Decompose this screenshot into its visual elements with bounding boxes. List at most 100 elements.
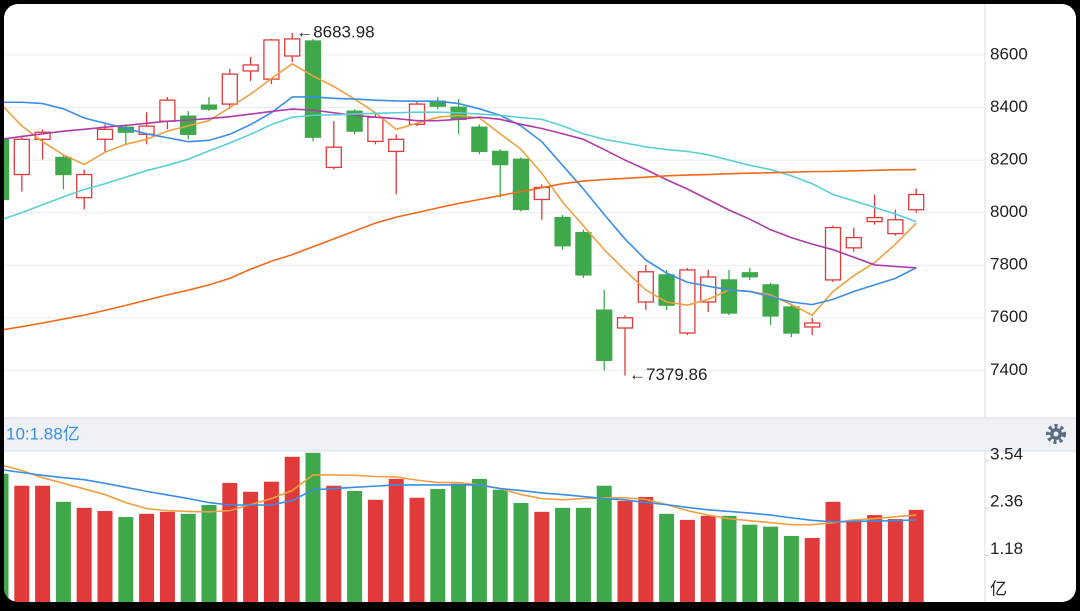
y-tick-label: 7800	[990, 255, 1028, 274]
volume-bar	[804, 537, 820, 602]
candle-body	[367, 116, 384, 143]
volume-bar	[97, 511, 113, 602]
candle-body	[783, 306, 800, 334]
volume-bar	[222, 482, 238, 602]
candle-body	[388, 138, 405, 153]
volume-bar	[35, 485, 51, 602]
candle-body	[804, 322, 821, 328]
candle-body	[159, 99, 176, 122]
volume-bar	[575, 507, 591, 602]
volume-bar	[763, 526, 779, 602]
candle-body	[76, 173, 93, 199]
volume-bar	[180, 513, 196, 602]
candle-body	[263, 39, 280, 80]
volume-bar	[617, 500, 633, 602]
candle-body	[13, 138, 30, 176]
candle-body	[575, 231, 592, 276]
y-tick-label: 8400	[990, 97, 1028, 116]
volume-bar	[388, 478, 404, 602]
candle-body	[637, 271, 654, 303]
volume-header: 10:1.88亿	[6, 424, 80, 443]
volume-bar	[263, 481, 279, 602]
settings-button[interactable]	[1046, 424, 1066, 444]
y-tick-label: 8200	[990, 150, 1028, 169]
candle-body	[492, 150, 509, 166]
moving-average-line	[4, 464, 917, 526]
moving-average-line	[4, 111, 917, 223]
y-tick-label: 7600	[990, 307, 1028, 326]
candle-body	[762, 284, 779, 317]
volume-bar	[451, 483, 467, 602]
candle-body	[845, 236, 862, 249]
candle-body	[200, 104, 218, 110]
volume-bar	[430, 488, 446, 602]
volume-bar	[159, 511, 175, 602]
volume-bar	[14, 485, 30, 602]
volume-bar	[908, 509, 924, 602]
candle-body	[866, 216, 883, 223]
y-tick-label: 8600	[990, 44, 1028, 63]
volume-bar	[867, 515, 883, 602]
candle-body	[55, 156, 72, 176]
volume-bar	[284, 456, 300, 602]
candle-body	[284, 38, 301, 57]
volume-bar	[534, 511, 550, 602]
moving-average-line	[4, 468, 917, 523]
volume-bar	[846, 519, 862, 602]
volume-header-bar	[4, 418, 1076, 451]
volume-bar	[700, 515, 716, 602]
candle-body	[824, 226, 842, 281]
y-tick-label: 1.18	[990, 539, 1023, 558]
volume-bar	[721, 515, 737, 602]
y-tick-label: 3.54	[990, 444, 1023, 463]
gear-teeth[interactable]	[1046, 424, 1066, 444]
volume-bar	[201, 505, 217, 602]
volume-bar	[638, 496, 654, 602]
volume-bar	[825, 501, 841, 602]
candle-body	[325, 146, 342, 169]
candle-body	[908, 193, 925, 211]
volume-bar	[118, 517, 134, 602]
volume-bar	[679, 519, 695, 602]
volume-bar	[596, 485, 612, 602]
candle-body	[658, 274, 675, 306]
candle-body	[221, 73, 238, 105]
candle-body	[887, 219, 904, 235]
volume-bar	[471, 478, 487, 602]
candle-body	[408, 103, 426, 125]
volume-bar	[326, 485, 342, 602]
volume-bar	[659, 513, 675, 602]
candle-body	[4, 138, 10, 201]
candle-body	[720, 279, 738, 314]
moving-average-line	[4, 96, 917, 306]
volume-bar	[742, 524, 758, 602]
candle-body	[596, 309, 613, 361]
volume-bar	[55, 501, 71, 602]
volume-bar	[513, 503, 529, 602]
volume-bar	[367, 499, 383, 602]
volume-bar	[492, 489, 508, 602]
candle-body	[242, 64, 259, 72]
candle-body	[616, 317, 634, 329]
volume-bar	[139, 513, 155, 602]
gear-hole[interactable]	[1053, 431, 1059, 437]
candle-body	[700, 276, 717, 303]
candle-body	[554, 216, 571, 247]
volume-bar	[409, 497, 425, 602]
y-tick-label: 7400	[990, 360, 1028, 379]
volume-bar	[243, 491, 259, 602]
moving-average-line	[4, 108, 917, 269]
volume-bar	[4, 473, 9, 602]
volume-bar	[783, 535, 799, 602]
candle-body	[96, 128, 114, 140]
volume-bar	[347, 490, 363, 602]
unit-label: 亿	[990, 579, 1007, 598]
annotation: ←7379.86	[629, 365, 707, 384]
volume-bar	[555, 507, 571, 602]
candle-body	[512, 158, 530, 211]
candle-body	[471, 126, 488, 153]
